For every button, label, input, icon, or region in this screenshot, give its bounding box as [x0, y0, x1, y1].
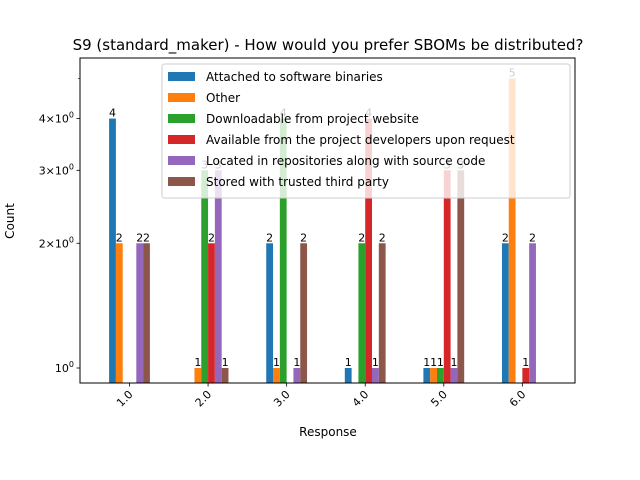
data-label: 2 [116, 231, 123, 244]
bar-3-4.0 [358, 243, 366, 383]
data-label: 1 [437, 356, 444, 369]
data-label: 1 [522, 356, 529, 369]
bar-4-4.0 [365, 118, 373, 384]
legend-box [161, 63, 571, 199]
bar-4-6.0 [522, 368, 530, 383]
data-label: 1 [450, 356, 457, 369]
bar-4-2.0 [208, 243, 215, 383]
plot-area-frame [79, 57, 576, 384]
data-label: 1 [273, 356, 280, 369]
y-axis: 100 2×100 3×100 4×100 [39, 78, 80, 375]
bar-6-5.0 [457, 170, 465, 383]
legend-entry: Other [206, 91, 240, 105]
legend-swatch [168, 177, 195, 186]
bar-5-4.0 [372, 368, 379, 383]
bar-4-5.0 [443, 170, 451, 383]
bar-5-3.0 [293, 368, 301, 383]
data-label: 1 [430, 356, 437, 369]
data-label: 1 [222, 356, 229, 369]
bar-6-2.0 [221, 368, 229, 383]
data-label: 2 [208, 231, 215, 244]
data-label: 4 [109, 107, 116, 120]
y-tick-label: 3×100 [39, 162, 74, 177]
bar-5-1.0 [136, 243, 144, 383]
legend-swatch [168, 114, 195, 123]
bars-layer [109, 78, 536, 384]
y-axis-label: Count [3, 203, 17, 239]
bar-1-3.0 [266, 243, 274, 383]
data-label: 1 [423, 356, 430, 369]
data-label: 2 [379, 231, 386, 244]
bar-6-3.0 [300, 243, 308, 383]
bar-5-5.0 [450, 368, 458, 383]
bar-1-5.0 [423, 368, 431, 383]
data-label: 1 [345, 356, 352, 369]
legend-swatch [168, 156, 195, 165]
data-label: 2 [358, 231, 365, 244]
legend-entry: Downloadable from project website [206, 112, 419, 126]
data-label: 2 [502, 231, 509, 244]
bar-2-2.0 [194, 368, 202, 383]
data-label: 2 [300, 231, 307, 244]
data-label: 2 [143, 231, 150, 244]
data-label: 2 [266, 231, 273, 244]
legend-entry: Available from the project developers up… [206, 133, 515, 147]
data-label: 1 [293, 356, 300, 369]
legend-entry: Attached to software binaries [206, 70, 383, 84]
bar-1-1.0 [109, 118, 116, 384]
bar-1-6.0 [501, 243, 509, 383]
data-label: 2 [136, 231, 143, 244]
y-tick-label: 100 [55, 360, 74, 375]
bar-1-4.0 [344, 368, 352, 383]
legend: Attached to software binaries Other Downlo… [161, 63, 571, 199]
bar-6-4.0 [378, 243, 386, 383]
y-tick-label: 2×100 [39, 235, 74, 250]
bar-3-2.0 [201, 170, 209, 383]
bar-3-3.0 [279, 118, 287, 384]
legend-swatch [168, 135, 195, 144]
legend-entry: Located in repositories along with sourc… [206, 154, 485, 168]
bar-6-1.0 [143, 243, 150, 383]
bar-2-6.0 [508, 78, 516, 383]
bar-5-6.0 [529, 243, 536, 383]
bar-2-1.0 [115, 243, 123, 383]
data-label: 1 [372, 356, 379, 369]
legend-entry: Stored with trusted third party [206, 175, 389, 189]
data-label: 1 [194, 356, 201, 369]
data-label: 2 [529, 231, 536, 244]
legend-swatch [168, 93, 195, 102]
x-axis-label: Response [299, 425, 357, 439]
bar-5-2.0 [214, 170, 222, 383]
bar-2-5.0 [430, 368, 437, 383]
legend-swatch [168, 72, 195, 81]
y-tick-label: 4×100 [39, 111, 74, 126]
bar-2-3.0 [273, 368, 280, 383]
bar-3-5.0 [436, 368, 444, 383]
chart-title: S9 (standard_maker) - How would you pref… [73, 36, 584, 55]
